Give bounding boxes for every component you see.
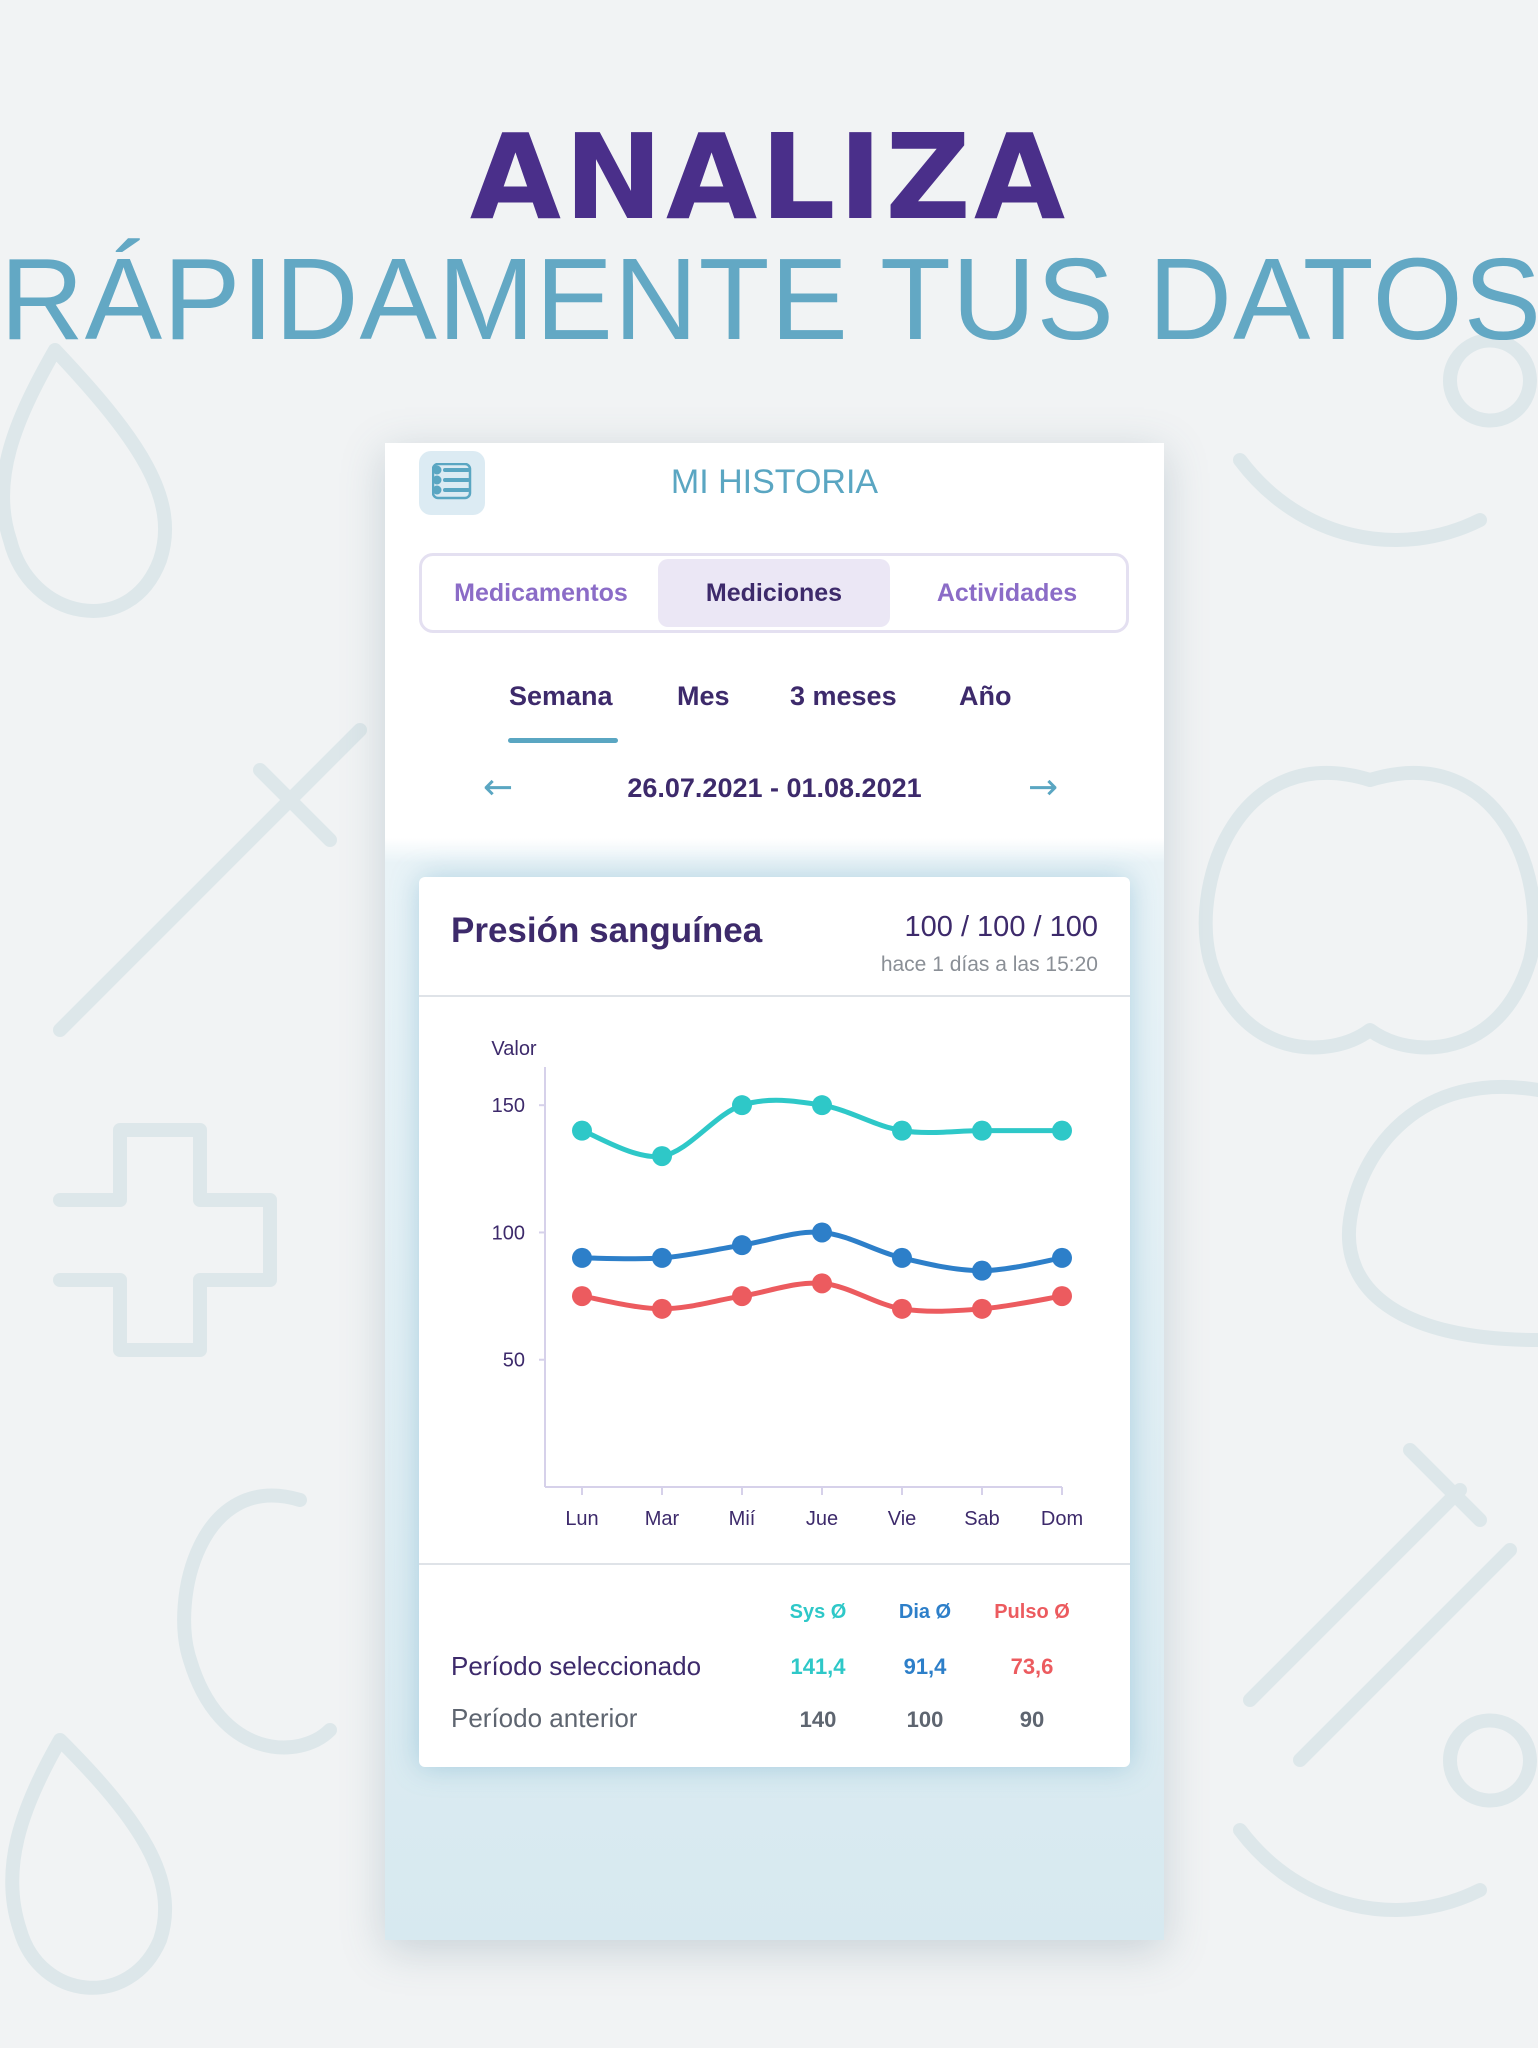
stat-header-pulse: Pulso Ø <box>994 1601 1070 1623</box>
period-mes[interactable]: Mes <box>677 681 730 711</box>
period-active-indicator <box>508 738 618 743</box>
blood-pressure-card[interactable]: Presión sanguínea 100 / 100 / 100 hace 1… <box>419 877 1130 1767</box>
x-tick-label: Dom <box>1041 1508 1083 1530</box>
syringe-icon-2 <box>1243 1443 1517 1767</box>
period-semana[interactable]: Semana <box>509 681 613 711</box>
stat-header-sys: Sys Ø <box>789 1601 847 1623</box>
stat-header-dia: Dia Ø <box>898 1601 952 1623</box>
y-tick-label: 50 <box>503 1350 525 1372</box>
arrow-right-icon[interactable]: → <box>1028 767 1059 808</box>
y-axis-label: Valor <box>491 1038 537 1060</box>
stethoscope-icon <box>1233 333 1537 547</box>
plus-icon <box>53 1123 277 1357</box>
date-range: 26.07.2021 - 01.08.2021 <box>627 773 922 803</box>
menu-button[interactable] <box>419 451 485 515</box>
apple-icon-3 <box>177 1488 337 1755</box>
latest-time: hace 1 días a las 15:20 <box>880 953 1098 976</box>
data-point-series-2-4 <box>892 1298 912 1319</box>
data-point-series-0-3 <box>812 1095 832 1116</box>
data-point-series-0-1 <box>652 1146 672 1167</box>
x-tick-label: Vie <box>888 1508 917 1530</box>
previous-sys-value: 140 <box>799 1707 837 1732</box>
data-point-series-2-5 <box>972 1298 992 1319</box>
data-point-series-2-2 <box>732 1286 752 1307</box>
syringe-icon <box>53 723 367 1037</box>
selected-period-label: Período seleccionado <box>451 1651 702 1681</box>
y-tick-label: 150 <box>492 1095 525 1117</box>
previous-pulse-value: 90 <box>1019 1707 1045 1732</box>
data-point-series-0-6 <box>1052 1120 1072 1141</box>
blood-pressure-chart: Valor 50 100 150 Lun Mar Mií Jue Vie Sab Dom <box>491 1038 1083 1530</box>
selected-sys-value: 141,4 <box>790 1654 846 1679</box>
divider <box>419 1563 1130 1565</box>
data-point-series-1-6 <box>1052 1247 1072 1268</box>
drop-icon-2 <box>5 1733 173 1995</box>
data-point-series-2-6 <box>1052 1286 1072 1307</box>
data-point-series-1-1 <box>652 1247 672 1268</box>
list-icon <box>432 463 472 500</box>
drop-icon <box>0 343 173 618</box>
data-point-series-1-3 <box>812 1222 832 1243</box>
selected-pulse-value: 73,6 <box>1010 1654 1054 1679</box>
screen-title: MI HISTORIA <box>670 463 879 501</box>
phone-screen: MI HISTORIA Medicamentos Mediciones Acti… <box>385 443 1164 1940</box>
data-point-series-2-0 <box>572 1286 592 1307</box>
headline-subtitle: RÁPIDAMENTE TUS DATOS <box>0 234 1538 364</box>
data-point-series-0-4 <box>892 1120 912 1141</box>
segmented-control: Medicamentos Mediciones Actividades <box>419 553 1129 633</box>
arrow-left-icon[interactable]: ← <box>483 767 514 808</box>
data-point-series-1-4 <box>892 1247 912 1268</box>
previous-dia-value: 100 <box>906 1707 944 1732</box>
selected-dia-value: 91,4 <box>903 1654 947 1679</box>
data-point-series-1-5 <box>972 1260 992 1281</box>
x-tick-label: Sab <box>964 1508 1000 1530</box>
previous-period-label: Período anterior <box>451 1703 638 1733</box>
divider <box>419 995 1130 997</box>
tab-actividades[interactable]: Actividades <box>936 579 1078 607</box>
data-point-series-1-2 <box>732 1235 752 1256</box>
apple-icon-2 <box>1341 1079 1538 1347</box>
headline-analiza: ANALIZA <box>469 108 1069 246</box>
tab-mediciones[interactable]: Mediciones <box>658 559 890 627</box>
data-point-series-0-5 <box>972 1120 992 1141</box>
data-point-series-2-1 <box>652 1298 672 1319</box>
data-point-series-1-0 <box>572 1247 592 1268</box>
data-point-series-2-3 <box>812 1273 832 1294</box>
x-tick-label: Lun <box>565 1508 598 1530</box>
y-tick-label: 100 <box>492 1222 525 1244</box>
x-tick-label: Jue <box>806 1508 838 1530</box>
period-ano[interactable]: Año <box>959 681 1012 711</box>
latest-values: 100 / 100 / 100 <box>904 911 1099 943</box>
data-point-series-0-2 <box>732 1095 752 1116</box>
stethoscope-icon-2 <box>1233 1713 1537 1917</box>
data-point-series-0-0 <box>572 1120 592 1141</box>
tab-medicamentos[interactable]: Medicamentos <box>454 579 628 607</box>
x-tick-label: Mií <box>729 1508 756 1530</box>
apple-icon <box>1198 766 1538 1055</box>
x-tick-label: Mar <box>645 1508 680 1530</box>
period-3-meses[interactable]: 3 meses <box>790 681 897 711</box>
card-title: Presión sanguínea <box>451 911 763 950</box>
